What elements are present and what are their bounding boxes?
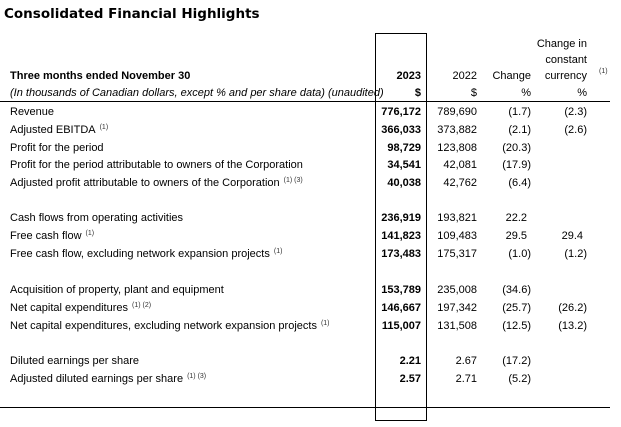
value-change: (17.9): [502, 159, 531, 172]
footnote-ref: (1): [273, 247, 283, 255]
value-2022: 109,483: [437, 229, 477, 242]
row-label: Net capital expenditures (1) (2): [10, 302, 151, 314]
header-constant-note: (1): [599, 68, 608, 75]
header-change: Change: [492, 70, 531, 82]
row-label: Revenue: [10, 106, 54, 118]
row-label: Adjusted EBITDA (1): [10, 124, 108, 136]
value-2022: 131,508: [437, 319, 477, 332]
value-2023: 141,823: [381, 229, 421, 242]
value-2023: 2.21: [399, 355, 421, 367]
row-label: Adjusted diluted earnings per share (1) (…: [10, 373, 206, 385]
value-2023: 98,729: [387, 141, 421, 154]
value-2022: 235,008: [437, 284, 477, 296]
footnote-ref: (1): [99, 123, 109, 131]
value-change: (2.1): [508, 123, 531, 136]
row-label: Profit for the period attributable to ow…: [10, 159, 303, 171]
footnote-ref: (1) (2): [132, 301, 152, 309]
value-change: (20.3): [502, 141, 531, 154]
value-2023: 776,172: [381, 106, 421, 118]
row-label-text: Adjusted diluted earnings per share: [10, 372, 184, 385]
value-2023: 2.57: [399, 372, 421, 385]
value-constant-currency: (2.3): [564, 106, 587, 118]
value-2022: 42,081: [443, 159, 477, 172]
value-2022: 789,690: [437, 106, 477, 118]
unit-constant: %: [577, 87, 587, 99]
footnote-ref: (1) (3): [187, 372, 207, 380]
row-label: Net capital expenditures, excluding netw…: [10, 320, 330, 332]
value-change: 29.5: [505, 229, 527, 242]
value-change: (1.7): [508, 106, 531, 118]
row-label-text: Free cash flow: [10, 229, 82, 242]
header-2023: 2023: [396, 70, 421, 82]
value-change: (12.5): [502, 319, 531, 332]
header-2022: 2022: [452, 70, 477, 82]
value-2022: 123,808: [437, 141, 477, 154]
value-2023: 153,789: [381, 284, 421, 296]
row-label: Adjusted profit attributable to owners o…: [10, 177, 303, 189]
value-change: (1.0): [508, 247, 531, 260]
value-2022: 42,762: [443, 177, 477, 190]
row-label: Cash flows from operating activities: [10, 212, 183, 224]
header-constant-line2: constant: [545, 54, 587, 66]
value-2023: 40,038: [387, 177, 421, 190]
value-constant-currency: (13.2): [558, 319, 587, 332]
value-2022: 175,317: [437, 247, 477, 260]
unit-2022: $: [470, 87, 477, 99]
value-constant-currency: 29.4: [561, 229, 583, 242]
value-2022: 193,821: [437, 212, 477, 224]
units-label: (In thousands of Canadian dollars, excep…: [10, 87, 384, 99]
row-label-text: Net capital expenditures, excluding netw…: [10, 319, 317, 332]
value-2022: 2.71: [455, 372, 477, 385]
row-label-text: Profit for the period: [10, 141, 104, 154]
row-label-text: Acquisition of property, plant and equip…: [10, 284, 224, 296]
row-label: Free cash flow (1): [10, 230, 94, 242]
footnote-ref: (1) (3): [283, 177, 303, 185]
value-constant-currency: (26.2): [558, 301, 587, 314]
value-constant-currency: (1.2): [564, 247, 587, 260]
value-2023: 115,007: [381, 319, 421, 332]
row-label-text: Adjusted profit attributable to owners o…: [10, 177, 280, 190]
row-label-text: Cash flows from operating activities: [10, 212, 184, 224]
header-constant-line1: Change in: [536, 38, 587, 50]
row-label-text: Adjusted EBITDA: [10, 123, 96, 136]
row-label: Diluted earnings per share: [10, 355, 139, 367]
row-label-text: Free cash flow, excluding network expans…: [10, 247, 270, 260]
value-change: (6.4): [508, 177, 531, 190]
row-label: Profit for the period: [10, 142, 104, 154]
value-2023: 236,919: [381, 212, 421, 224]
row-label-text: Profit for the period attributable to ow…: [10, 159, 303, 172]
value-constant-currency: (2.6): [564, 123, 587, 136]
value-2023: 34,541: [387, 159, 421, 172]
current-year-highlight-box: [375, 33, 427, 421]
row-label-text: Revenue: [10, 106, 55, 118]
value-change: (5.2): [508, 372, 531, 385]
value-2023: 146,667: [381, 301, 421, 314]
row-label-text: Net capital expenditures: [10, 301, 129, 314]
period-label: Three months ended November 30: [10, 70, 191, 82]
row-label: Free cash flow, excluding network expans…: [10, 248, 282, 260]
value-change: (17.2): [502, 355, 531, 367]
value-change: (25.7): [502, 301, 531, 314]
value-change: 22.2: [505, 212, 527, 224]
footer-divider: [0, 407, 610, 408]
value-2022: 373,882: [437, 123, 477, 136]
footnote-ref: (1): [85, 229, 95, 237]
value-change: (34.6): [502, 284, 531, 296]
unit-2023: $: [414, 87, 421, 99]
header-constant-line3: currency: [544, 70, 587, 82]
unit-change: %: [521, 87, 531, 99]
value-2023: 366,033: [381, 123, 421, 136]
value-2023: 173,483: [381, 247, 421, 260]
page-title: Consolidated Financial Highlights: [4, 6, 260, 22]
value-2022: 2.67: [455, 355, 477, 367]
row-label: Acquisition of property, plant and equip…: [10, 284, 224, 296]
value-2022: 197,342: [437, 301, 477, 314]
row-label-text: Diluted earnings per share: [10, 355, 140, 367]
footnote-ref: (1): [320, 319, 330, 327]
header-divider: [0, 101, 610, 102]
